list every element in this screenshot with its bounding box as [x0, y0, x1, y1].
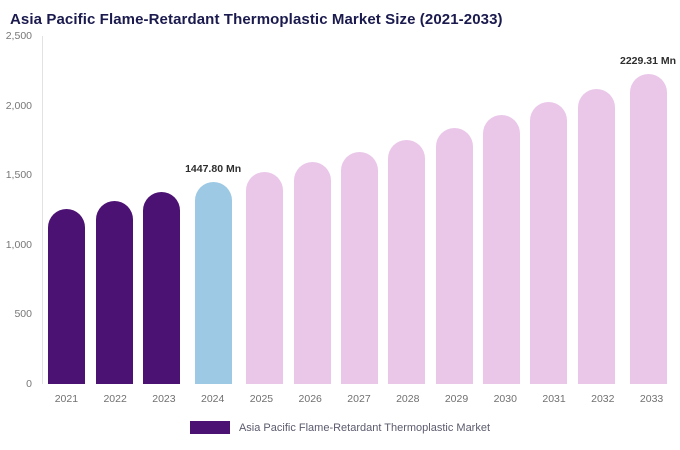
bar-value-label-2024: 1447.80 Mn: [185, 163, 242, 176]
y-axis-tick-1500: 1,500: [5, 169, 32, 182]
bar-value-label-2033: 2229.31 Mn: [620, 54, 677, 67]
bar-2032[interactable]: [577, 88, 615, 384]
x-axis-label-2027: 2027: [347, 393, 371, 405]
x-axis: 2021 2022 2023 2024 2025 2026 2027 2028 2029 2030…: [0, 393, 680, 405]
y-axis-tick-0: 0: [26, 378, 32, 390]
bar-column-2025: [241, 36, 288, 384]
bar-2022[interactable]: [95, 200, 133, 384]
bar-2024[interactable]: [194, 182, 232, 384]
chart-title: Asia Pacific Flame-Retardant Thermoplast…: [10, 11, 503, 28]
bar-2021[interactable]: [48, 209, 86, 384]
legend: Asia Pacific Flame-Retardant Thermoplast…: [0, 421, 680, 434]
x-axis-label-2029: 2029: [444, 393, 469, 405]
bar-column-2032: [573, 36, 620, 384]
x-axis-label-2030: 2030: [493, 393, 517, 405]
bar-column-2024: 1447.80 Mn: [185, 36, 241, 384]
y-axis-tick-500: 500: [14, 308, 32, 321]
bar-2027[interactable]: [341, 151, 379, 384]
bar-column-2031: [525, 36, 572, 384]
bar-column-2023: [138, 36, 185, 384]
bar-2023[interactable]: [142, 191, 180, 384]
bar-column-2033: 2229.31 Mn: [620, 36, 676, 384]
bar-2028[interactable]: [388, 140, 426, 384]
x-axis-label-2028: 2028: [396, 393, 420, 405]
y-axis-tick-1000: 1,000: [5, 238, 32, 251]
bar-2025[interactable]: [246, 172, 284, 384]
x-axis-label-2024: 2024: [201, 393, 225, 405]
plot-area: 1447.80 Mn 2229.31 Mn: [42, 36, 676, 384]
bar-2033[interactable]: [629, 73, 667, 384]
y-axis: 2,500 2,000 1,500 1,000 500 0: [0, 30, 38, 390]
x-axis-label-2031: 2031: [542, 393, 566, 405]
bar-column-2028: [383, 36, 430, 384]
y-axis-tick-2000: 2,000: [5, 99, 32, 112]
x-axis-label-2026: 2026: [298, 393, 322, 405]
bar-column-2021: [43, 36, 90, 384]
x-axis-label-2021: 2021: [54, 393, 79, 405]
bar-column-2022: [90, 36, 137, 384]
bar-2030[interactable]: [483, 115, 521, 384]
bar-column-2026: [288, 36, 335, 384]
bar-column-2030: [478, 36, 525, 384]
legend-swatch: [189, 421, 230, 434]
y-axis-tick-2500: 2,500: [5, 30, 32, 42]
bar-2029[interactable]: [435, 127, 473, 384]
chart-area: 2,500 2,000 1,500 1,000 500 0 1447.80 Mn 2229.…: [0, 30, 680, 390]
legend-label: Asia Pacific Flame-Retardant Thermoplast…: [238, 421, 491, 434]
bar-2026[interactable]: [293, 161, 331, 384]
x-axis-label-2025: 2025: [249, 393, 274, 405]
x-axis-label-2033: 2033: [639, 393, 664, 405]
bar-2031[interactable]: [530, 102, 568, 384]
x-axis-label-2032: 2032: [591, 393, 615, 405]
x-axis-label-2022: 2022: [103, 393, 127, 405]
bar-column-2029: [431, 36, 478, 384]
bar-column-2027: [336, 36, 383, 384]
x-axis-label-2023: 2023: [152, 393, 176, 405]
